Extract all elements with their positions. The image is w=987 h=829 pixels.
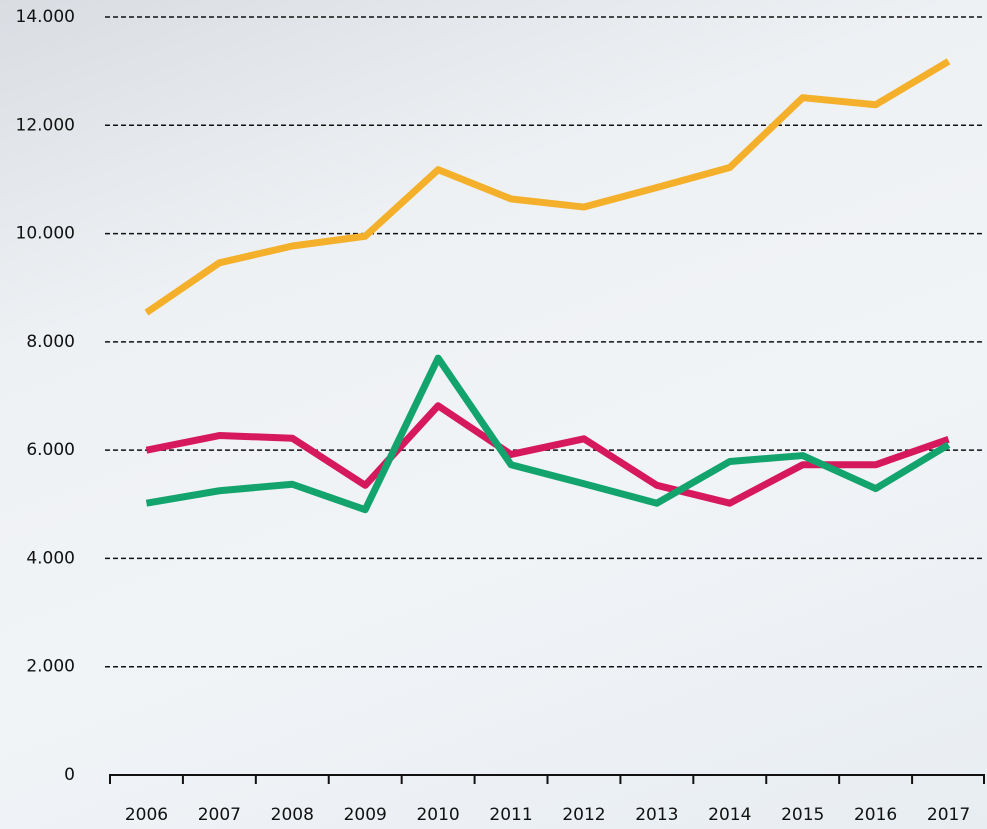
x-tick-label: 2012	[562, 805, 605, 825]
y-tick-label: 4.000	[26, 548, 75, 568]
x-tick-label: 2009	[344, 805, 387, 825]
y-tick-label: 12.000	[16, 115, 75, 135]
x-tick-label: 2016	[854, 805, 897, 825]
x-tick-label: 2013	[635, 805, 678, 825]
y-tick-label: 6.000	[26, 440, 75, 460]
y-tick-label: 2.000	[26, 657, 75, 677]
series-line	[145, 354, 951, 514]
x-tick-label: 2014	[708, 805, 751, 825]
series-line	[144, 58, 951, 316]
y-tick-label: 14.000	[16, 7, 75, 27]
y-tick-label: 10.000	[16, 224, 75, 244]
y-tick-label: 8.000	[26, 332, 75, 352]
x-tick-label: 2007	[198, 805, 241, 825]
x-tick-label: 2006	[125, 805, 168, 825]
x-tick-label: 2011	[489, 805, 532, 825]
y-tick-label: 0	[64, 765, 75, 785]
x-tick-label: 2008	[271, 805, 314, 825]
x-tick-label: 2017	[927, 805, 970, 825]
x-tick-label: 2010	[416, 805, 459, 825]
x-tick-label: 2015	[781, 805, 824, 825]
